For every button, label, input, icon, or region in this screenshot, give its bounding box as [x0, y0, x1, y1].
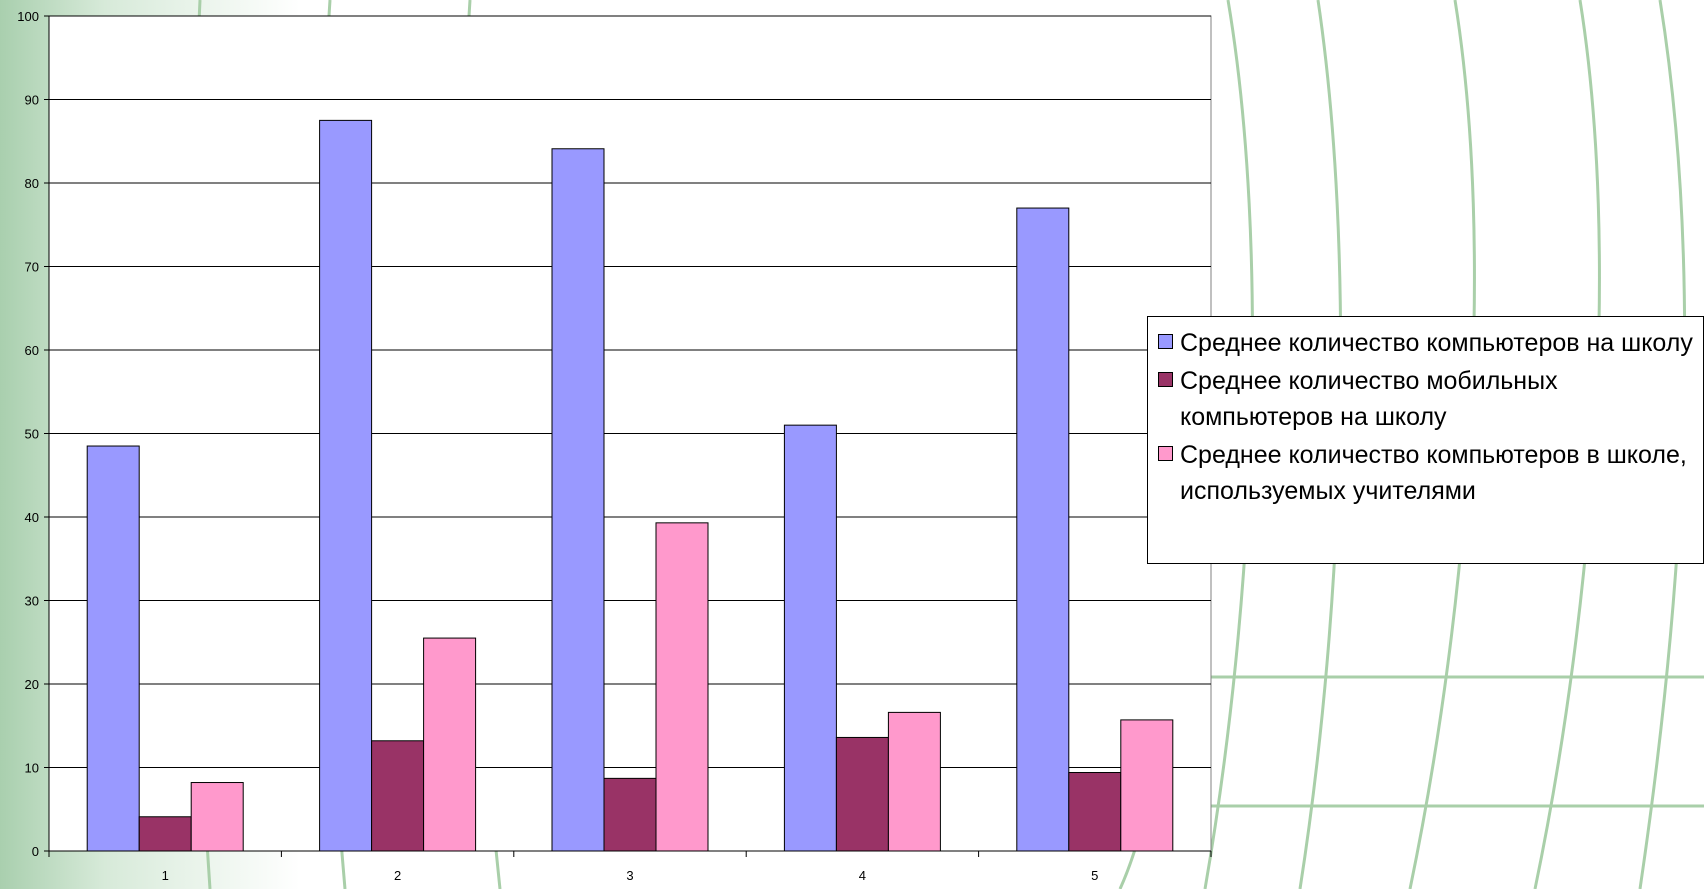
bar-series1-cat1 — [86, 445, 140, 852]
y-tick-label: 70 — [25, 260, 39, 275]
legend-label: Среднее количество компьютеров в школе, … — [1180, 441, 1687, 505]
bar-series1-cat4 — [783, 424, 837, 852]
bar-series2-cat5 — [1068, 772, 1122, 852]
y-tick-label: 20 — [25, 677, 39, 692]
bar-series2-cat2 — [371, 740, 425, 852]
y-tick-label: 50 — [25, 427, 39, 442]
bar-series1-cat2 — [319, 119, 373, 852]
legend-label: Среднее количество компьютеров на школу — [1180, 329, 1693, 357]
legend: Среднее количество компьютеров на школу С… — [1147, 316, 1704, 564]
y-tick-label: 0 — [32, 844, 39, 859]
legend-label: Среднее количество мобильных компьютеров… — [1180, 367, 1558, 431]
y-tick-label: 10 — [25, 761, 39, 776]
x-axis-tick-labels: 1 2 3 4 5 — [162, 868, 1099, 883]
y-tick-label: 40 — [25, 510, 39, 525]
legend-item: Среднее количество компьютеров на школу — [1158, 325, 1697, 361]
y-tick-label: 30 — [25, 594, 39, 609]
bar-series3-cat2 — [423, 637, 477, 852]
x-tick-label: 1 — [162, 868, 169, 883]
y-tick-label: 80 — [25, 176, 39, 191]
legend-item: Среднее количество мобильных компьютеров… — [1158, 363, 1697, 435]
y-axis-tick-labels: 0 10 20 30 40 50 60 70 80 90 100 — [17, 9, 39, 859]
x-tick-label: 5 — [1091, 868, 1098, 883]
bar-series3-cat3 — [655, 522, 709, 852]
bar-series1-cat3 — [551, 148, 605, 852]
x-tick-label: 4 — [859, 868, 866, 883]
axes — [44, 15, 1212, 857]
legend-swatch — [1158, 446, 1173, 461]
y-tick-label: 90 — [25, 93, 39, 108]
y-tick-label: 60 — [25, 343, 39, 358]
legend-swatch — [1158, 372, 1173, 387]
bars — [86, 119, 1174, 852]
legend-item: Среднее количество компьютеров в школе, … — [1158, 437, 1697, 509]
x-tick-label: 3 — [626, 868, 633, 883]
bar-series3-cat1 — [190, 782, 244, 852]
bar-series2-cat4 — [835, 736, 889, 852]
bar-series2-cat1 — [138, 816, 192, 852]
bar-series1-cat5 — [1016, 207, 1070, 852]
bar-series2-cat3 — [603, 777, 657, 852]
x-tick-label: 2 — [394, 868, 401, 883]
legend-swatch — [1158, 334, 1173, 349]
y-tick-label: 100 — [17, 9, 39, 24]
bar-series3-cat4 — [887, 711, 941, 852]
bar-series3-cat5 — [1120, 719, 1174, 852]
